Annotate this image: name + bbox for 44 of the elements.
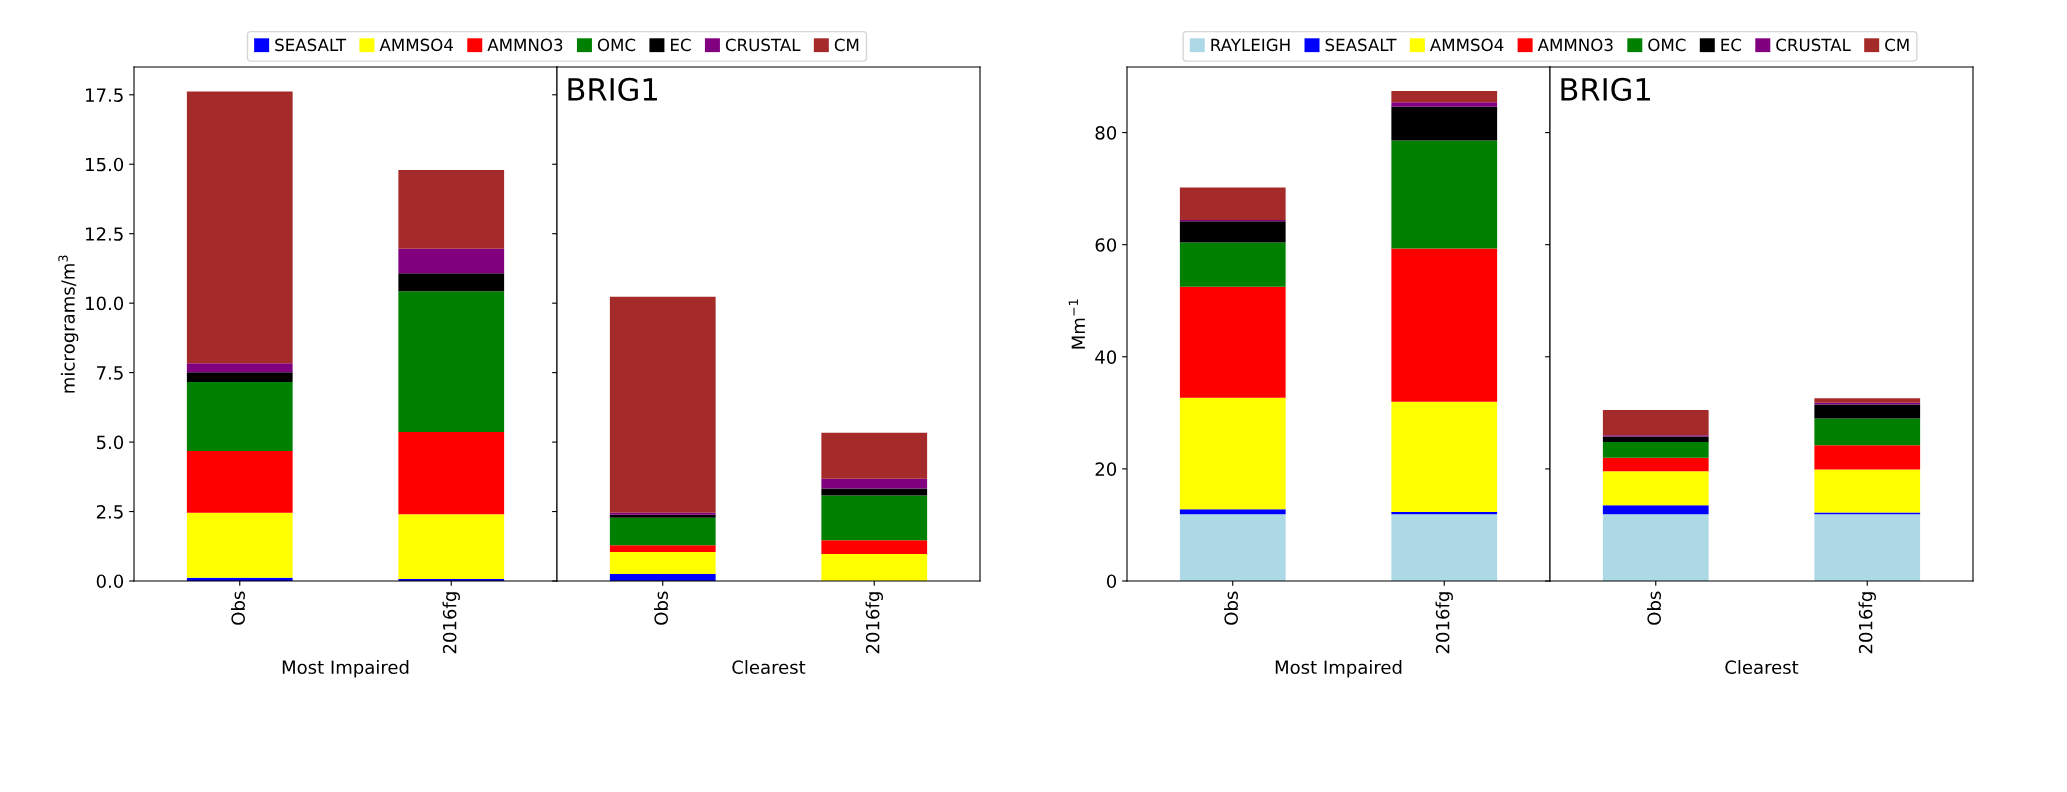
x-tick-label: Obs <box>1647 591 1661 625</box>
x-axis-title: Clearest <box>1725 660 1799 675</box>
x-tick-label: Obs <box>654 591 668 625</box>
legend-label: SEASALT <box>275 38 347 52</box>
legend-label: RAYLEIGH <box>1211 38 1290 52</box>
annotation: BRIG1 <box>1561 77 1650 101</box>
legend-label: AMMNO3 <box>1537 38 1613 52</box>
y-tick-label: 80 <box>1095 126 1117 140</box>
y-tick-label: 0.0 <box>96 574 124 589</box>
x-tick-label: 2016fg <box>1858 592 1876 654</box>
x-tick-label: 2016fg <box>1435 592 1453 654</box>
x-tick-label: Obs <box>1224 591 1238 625</box>
x-tick-label: 2016fg <box>442 592 460 654</box>
x-axis-title: Most Impaired <box>282 660 409 678</box>
y-tick-label: 40 <box>1095 350 1117 364</box>
y-tick-label: 12.5 <box>86 227 123 241</box>
legend-label: AMMSO4 <box>379 38 453 52</box>
y-tick-label: 2.5 <box>96 505 123 519</box>
y-axis-title: micrograms/m$^{3}$ <box>58 255 79 393</box>
x-tick-label: 2016fg <box>865 592 883 654</box>
x-axis-title: Most Impaired <box>1275 660 1402 678</box>
y-axis-title: Mm$^{−1}$ <box>1068 299 1085 349</box>
legend-label: OMC <box>597 38 636 52</box>
legend-label: EC <box>671 38 691 52</box>
legend-label: EC <box>1721 38 1742 52</box>
y-tick-label: 17.5 <box>86 88 123 102</box>
legend-label: AMMSO4 <box>1429 38 1504 52</box>
x-axis-title: Clearest <box>732 660 806 675</box>
legend-label: CM <box>834 38 859 52</box>
legend-label: SEASALT <box>1325 38 1397 52</box>
annotation: BRIG1 <box>568 77 657 101</box>
legend-label: AMMNO3 <box>487 38 563 52</box>
y-tick-label: 20 <box>1095 462 1117 477</box>
y-tick-label: 5.0 <box>96 435 124 450</box>
y-tick-label: 10.0 <box>86 296 124 311</box>
y-tick-label: 15.0 <box>86 157 124 172</box>
y-tick-label: 0 <box>1106 574 1117 589</box>
legend-label: CRUSTAL <box>1776 38 1851 52</box>
x-tick-label: Obs <box>231 591 245 625</box>
legend-label: CM <box>1885 38 1909 52</box>
y-tick-label: 60 <box>1095 238 1117 252</box>
legend-label: CRUSTAL <box>725 38 801 52</box>
legend-label: OMC <box>1648 38 1686 52</box>
y-tick-label: 7.5 <box>97 366 123 380</box>
